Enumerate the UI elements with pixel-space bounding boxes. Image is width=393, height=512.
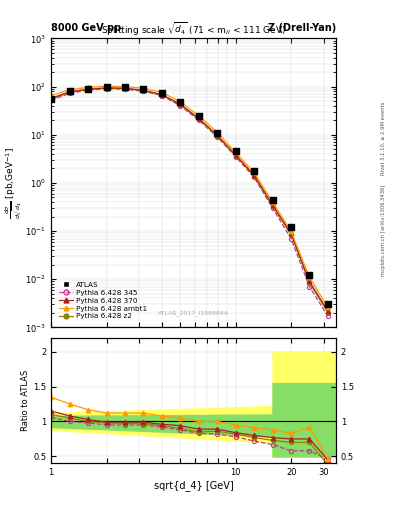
Point bbox=[288, 223, 294, 231]
Point bbox=[177, 98, 184, 106]
Point bbox=[233, 147, 239, 156]
Point bbox=[325, 300, 331, 308]
Point bbox=[103, 82, 110, 91]
Text: Rivet 3.1.10, ≥ 2.9M events: Rivet 3.1.10, ≥ 2.9M events bbox=[381, 101, 386, 175]
Y-axis label: Ratio to ATLAS: Ratio to ATLAS bbox=[21, 370, 30, 431]
Point bbox=[306, 271, 312, 280]
Text: mcplots.cern.ch [arXiv:1306.3436]: mcplots.cern.ch [arXiv:1306.3436] bbox=[381, 185, 386, 276]
Point bbox=[159, 89, 165, 97]
Text: ATLAS_2017_I1589844: ATLAS_2017_I1589844 bbox=[158, 310, 229, 316]
Point bbox=[66, 87, 73, 95]
Legend: ATLAS, Pythia 6.428 345, Pythia 6.428 370, Pythia 6.428 ambt1, Pythia 6.428 z2: ATLAS, Pythia 6.428 345, Pythia 6.428 37… bbox=[57, 281, 149, 321]
X-axis label: sqrt{d_4} [GeV]: sqrt{d_4} [GeV] bbox=[154, 480, 233, 491]
Point bbox=[48, 95, 54, 103]
Text: 8000 GeV pp: 8000 GeV pp bbox=[51, 23, 121, 33]
Point bbox=[269, 196, 275, 204]
Point bbox=[122, 83, 128, 91]
Point bbox=[214, 129, 220, 137]
Text: Z (Drell-Yan): Z (Drell-Yan) bbox=[268, 23, 336, 33]
Y-axis label: $\frac{d\sigma}{d\sqrt{d_4}}$ [pb,GeV$^{-1}$]: $\frac{d\sigma}{d\sqrt{d_4}}$ [pb,GeV$^{… bbox=[4, 147, 24, 219]
Point bbox=[84, 84, 91, 93]
Point bbox=[196, 112, 202, 120]
Point bbox=[140, 85, 147, 93]
Title: Splitting scale $\sqrt{d_4}$ (71 < m$_{ll}$ < 111 GeV): Splitting scale $\sqrt{d_4}$ (71 < m$_{l… bbox=[101, 21, 286, 38]
Point bbox=[251, 166, 257, 175]
